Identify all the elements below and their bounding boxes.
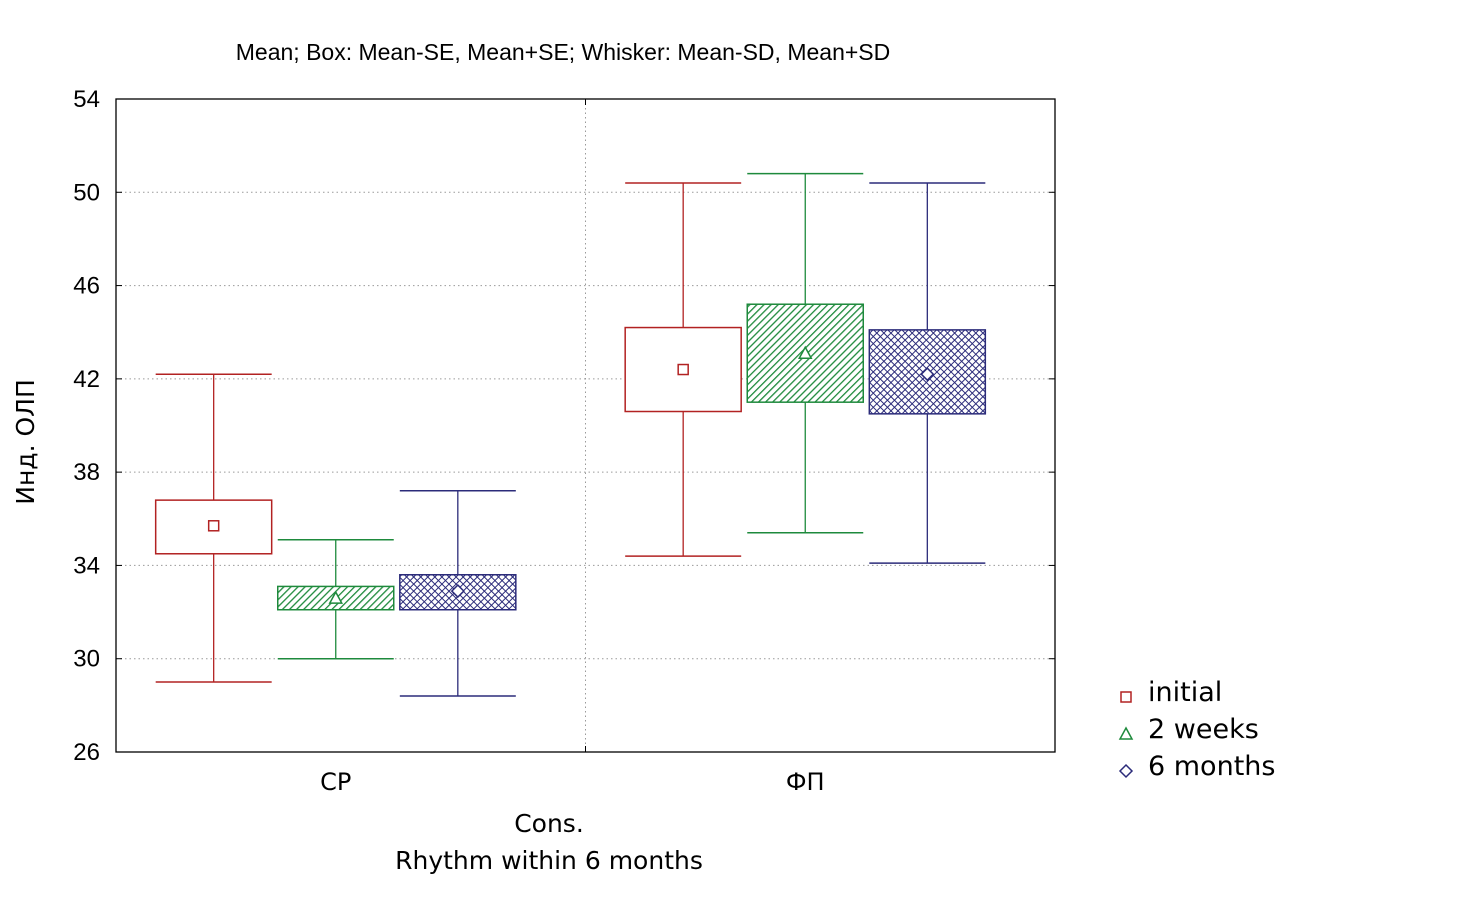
box-6-months-2 — [868, 182, 987, 564]
y-tick-label: 50 — [73, 179, 100, 206]
y-tick-label: 30 — [73, 646, 100, 673]
box-initial-2 — [624, 182, 742, 557]
y-tick-label: 38 — [73, 459, 100, 486]
plot-frame — [115, 98, 1056, 753]
y-tick-label: 46 — [73, 273, 100, 300]
mean-marker-triangle — [328, 590, 344, 604]
y-tick-label: 34 — [73, 552, 100, 579]
y-tick-label: 42 — [73, 366, 100, 393]
grid-lines — [116, 99, 1055, 752]
x-axis-categories: СР ФП — [320, 768, 824, 796]
box-2-weeks-1 — [277, 539, 395, 660]
legend-item-2-weeks: 2 weeks — [1118, 714, 1259, 745]
axes — [115, 98, 1056, 753]
mean-marker-square — [207, 520, 220, 532]
mean-marker-square — [677, 363, 689, 376]
box-initial-1 — [154, 373, 273, 683]
mean-marker-square — [1120, 691, 1132, 703]
legend-label: 2 weeks — [1148, 714, 1259, 745]
y-tick-label: 26 — [73, 739, 100, 766]
x-category-label: СР — [320, 768, 351, 796]
y-tick-label: 54 — [73, 86, 100, 113]
legend-item-initial: initial — [1120, 677, 1222, 708]
legend-label: 6 months — [1148, 751, 1275, 782]
mean-marker-triangle — [797, 345, 813, 359]
mean-marker-diamond — [1118, 763, 1134, 779]
x-axis-title-line2: Rhythm within 6 months — [395, 846, 703, 875]
mean-marker-triangle — [1118, 726, 1134, 740]
box-2-weeks-2 — [746, 172, 864, 534]
mean-marker-diamond — [450, 584, 465, 599]
legend: initial 2 weeks 6 months — [1118, 677, 1275, 782]
box-6-months-1 — [399, 490, 517, 697]
box-series — [154, 172, 987, 697]
y-axis-title: Инд. ОЛП — [11, 379, 40, 505]
legend-label: initial — [1148, 677, 1222, 708]
x-axis-title-line1: Cons. — [514, 809, 584, 838]
box-body — [624, 326, 742, 413]
chart-title: Mean; Box: Mean-SE, Mean+SE; Whisker: Me… — [236, 39, 891, 65]
y-axis-ticks: 26 30 34 38 42 46 50 54 — [73, 86, 1055, 766]
legend-item-6-months: 6 months — [1118, 751, 1275, 782]
mean-marker-diamond — [920, 367, 935, 382]
x-category-label: ФП — [786, 768, 825, 796]
